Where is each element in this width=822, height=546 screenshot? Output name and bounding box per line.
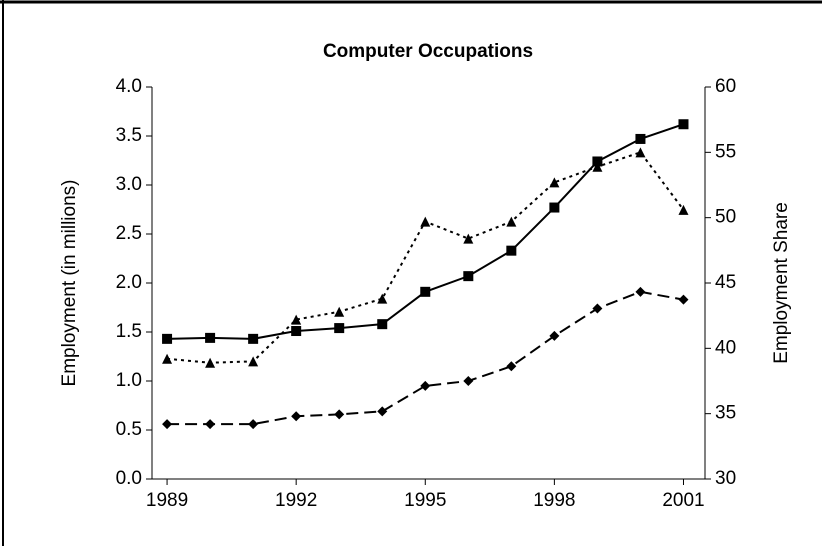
marker xyxy=(205,357,216,368)
marker xyxy=(592,156,603,167)
marker xyxy=(635,147,646,158)
x-tick-label: 1992 xyxy=(275,490,317,511)
marker xyxy=(377,293,388,304)
series-line xyxy=(167,290,684,426)
marker xyxy=(635,133,646,144)
marker xyxy=(549,177,560,188)
marker xyxy=(506,361,517,372)
marker xyxy=(420,216,431,227)
marker xyxy=(162,353,173,364)
y-tick-label: 3.5 xyxy=(116,125,142,146)
x-tick-label: 1998 xyxy=(533,490,575,511)
marker xyxy=(377,319,388,330)
marker xyxy=(678,204,689,215)
marker xyxy=(248,356,259,367)
marker xyxy=(291,314,302,325)
marker xyxy=(334,323,345,334)
marker xyxy=(506,245,517,256)
x-tick-label: 1989 xyxy=(146,490,188,511)
y-tick-label: 0.5 xyxy=(116,419,142,440)
marker xyxy=(506,216,517,227)
y2-tick-label: 30 xyxy=(715,468,736,489)
y2-tick-label: 40 xyxy=(715,337,736,358)
y-tick-label: 3.0 xyxy=(116,174,142,195)
marker xyxy=(635,286,646,297)
y2-tick-label: 50 xyxy=(715,207,736,228)
marker xyxy=(420,286,431,297)
series-line xyxy=(166,151,685,364)
marker xyxy=(592,161,603,172)
y2-tick-label: 45 xyxy=(715,272,736,293)
y-tick-label: 1.5 xyxy=(116,321,142,342)
y-tick-label: 2.5 xyxy=(116,223,142,244)
marker xyxy=(549,330,560,341)
marker xyxy=(291,411,302,422)
marker xyxy=(463,271,474,282)
marker xyxy=(549,202,560,213)
marker xyxy=(592,303,603,314)
marker xyxy=(334,306,345,317)
y-tick-label: 4.0 xyxy=(116,76,142,97)
y-tick-label: 0.0 xyxy=(116,468,142,489)
marker xyxy=(420,380,431,391)
x-tick-label: 1995 xyxy=(404,490,446,511)
chart-title: Computer Occupations xyxy=(323,41,533,62)
marker xyxy=(678,119,689,130)
marker xyxy=(162,333,173,344)
y2-tick-label: 55 xyxy=(715,141,736,162)
marker xyxy=(291,326,302,337)
series-line xyxy=(167,123,684,340)
marker xyxy=(205,419,216,430)
marker xyxy=(334,409,345,420)
marker xyxy=(162,419,173,430)
marker xyxy=(248,419,259,430)
marker xyxy=(463,376,474,386)
x-tick-label: 2001 xyxy=(662,490,704,511)
marker xyxy=(463,233,474,244)
y-tick-label: 2.0 xyxy=(116,272,142,293)
marker xyxy=(377,406,388,417)
y-axis-label: Employment (in millions) xyxy=(59,180,80,387)
marker xyxy=(678,294,689,305)
marker xyxy=(248,333,259,344)
y-tick-label: 1.0 xyxy=(116,370,142,391)
y2-axis-label: Employment Share xyxy=(771,202,792,364)
y2-tick-label: 60 xyxy=(715,76,736,97)
marker xyxy=(205,332,216,343)
y2-tick-label: 35 xyxy=(715,403,736,424)
